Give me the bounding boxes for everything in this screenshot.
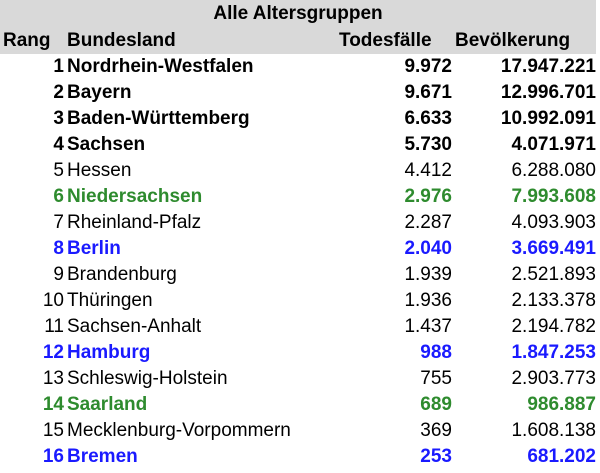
population-cell: 986.887 [527, 394, 596, 415]
rank-cell: 4 [53, 134, 64, 155]
state-cell: Hamburg [67, 342, 151, 363]
header-rank: Rang [3, 30, 51, 51]
rank-cell: 1 [53, 56, 64, 77]
deaths-cell: 689 [420, 394, 452, 415]
deaths-cell: 988 [420, 342, 452, 363]
state-cell: Sachsen [67, 134, 146, 155]
table-row: 10 Thüringen 1.936 2.133.378 [0, 288, 600, 314]
table-row: 14 Saarland 689 986.887 [0, 392, 600, 418]
state-cell: Baden-Württemberg [67, 108, 250, 129]
table-row: 15 Mecklenburg-Vorpommern 369 1.608.138 [0, 418, 600, 444]
state-cell: Sachsen-Anhalt [67, 316, 202, 337]
state-cell: Bremen [67, 446, 138, 467]
state-cell: Rheinland-Pfalz [67, 212, 202, 233]
header-deaths: Todesfälle [339, 30, 432, 51]
table-row: 5 Hessen 4.412 6.288.080 [0, 158, 600, 184]
table-caption: Alle Altersgruppen [0, 0, 596, 28]
table-row: 16 Bremen 253 681.202 [0, 444, 600, 470]
population-cell: 1.608.138 [511, 420, 596, 441]
state-cell: Niedersachsen [67, 186, 203, 207]
rank-cell: 5 [53, 160, 64, 181]
table-body: 1 Nordrhein-Westfalen 9.972 17.947.221 2 Baye… [0, 54, 600, 470]
deaths-cell: 369 [420, 420, 452, 441]
deaths-cell: 9.671 [404, 82, 452, 103]
table-header-row: Rang Bundesland Todesfälle Bevölkerung [0, 28, 596, 54]
population-cell: 1.847.253 [511, 342, 596, 363]
population-cell: 10.992.091 [500, 108, 596, 129]
population-cell: 2.521.893 [511, 264, 596, 285]
table-row: 4 Sachsen 5.730 4.071.971 [0, 132, 600, 158]
deaths-cell: 6.633 [404, 108, 452, 129]
rank-cell: 2 [53, 82, 64, 103]
rank-cell: 9 [53, 264, 64, 285]
table-row: 2 Bayern 9.671 12.996.701 [0, 80, 600, 106]
deaths-cell: 2.040 [404, 238, 452, 259]
state-cell: Brandenburg [67, 264, 177, 285]
population-cell: 681.202 [527, 446, 596, 467]
rank-cell: 16 [42, 446, 64, 467]
rank-cell: 15 [42, 420, 64, 441]
deaths-cell: 1.939 [404, 264, 452, 285]
state-cell: Thüringen [67, 290, 153, 311]
rank-cell: 8 [53, 238, 64, 259]
header-state: Bundesland [67, 30, 176, 51]
deaths-cell: 4.412 [404, 160, 452, 181]
population-cell: 2.194.782 [511, 316, 596, 337]
deaths-cell: 5.730 [404, 134, 452, 155]
table-row: 1 Nordrhein-Westfalen 9.972 17.947.221 [0, 54, 600, 80]
population-cell: 17.947.221 [500, 56, 596, 77]
deaths-cell: 755 [420, 368, 452, 389]
deaths-cell: 2.976 [404, 186, 452, 207]
population-cell: 4.071.971 [511, 134, 596, 155]
table-row: 3 Baden-Württemberg 6.633 10.992.091 [0, 106, 600, 132]
state-cell: Hessen [67, 160, 132, 181]
state-cell: Berlin [67, 238, 121, 259]
table-row: 6 Niedersachsen 2.976 7.993.608 [0, 184, 600, 210]
table-row: 13 Schleswig-Holstein 755 2.903.773 [0, 366, 600, 392]
state-cell: Bayern [67, 82, 132, 103]
deaths-cell: 253 [420, 446, 452, 467]
state-cell: Saarland [67, 394, 148, 415]
population-cell: 2.903.773 [511, 368, 596, 389]
population-cell: 6.288.080 [511, 160, 596, 181]
rank-cell: 6 [53, 186, 64, 207]
population-cell: 3.669.491 [511, 238, 596, 259]
table-row: 8 Berlin 2.040 3.669.491 [0, 236, 600, 262]
population-cell: 4.093.903 [511, 212, 596, 233]
rank-cell: 14 [42, 394, 64, 415]
deaths-cell: 9.972 [404, 56, 452, 77]
rank-cell: 10 [42, 290, 64, 311]
deaths-cell: 1.437 [404, 316, 452, 337]
state-cell: Schleswig-Holstein [67, 368, 228, 389]
state-cell: Nordrhein-Westfalen [67, 56, 254, 77]
table-row: 9 Brandenburg 1.939 2.521.893 [0, 262, 600, 288]
table-row: 7 Rheinland-Pfalz 2.287 4.093.903 [0, 210, 600, 236]
rank-cell: 3 [53, 108, 64, 129]
population-cell: 2.133.378 [511, 290, 596, 311]
deaths-cell: 2.287 [404, 212, 452, 233]
table-row: 11 Sachsen-Anhalt 1.437 2.194.782 [0, 314, 600, 340]
state-cell: Mecklenburg-Vorpommern [67, 420, 291, 441]
deaths-cell: 1.936 [404, 290, 452, 311]
population-cell: 12.996.701 [500, 82, 596, 103]
table-row: 12 Hamburg 988 1.847.253 [0, 340, 600, 366]
rank-cell: 11 [44, 316, 64, 337]
header-population: Bevölkerung [455, 30, 571, 51]
rank-cell: 7 [53, 212, 64, 233]
population-cell: 7.993.608 [511, 186, 596, 207]
rank-cell: 12 [42, 342, 64, 363]
rank-cell: 13 [42, 368, 64, 389]
